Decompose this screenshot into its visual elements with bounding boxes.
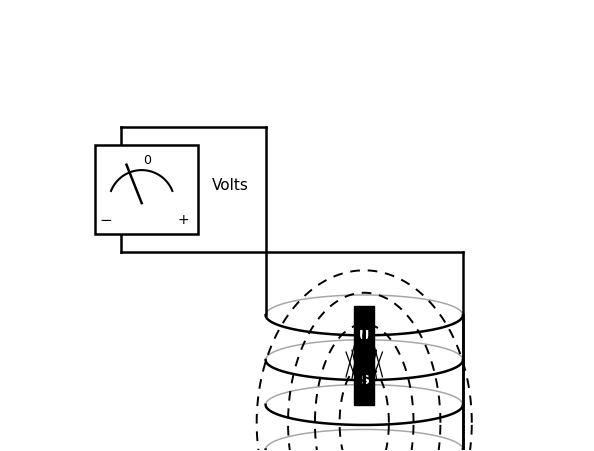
Bar — [354, 306, 374, 405]
Text: N: N — [359, 329, 369, 342]
Text: Volts: Volts — [212, 178, 249, 193]
Text: 0: 0 — [143, 154, 151, 167]
Text: S: S — [360, 373, 369, 387]
Text: +: + — [177, 213, 189, 227]
Bar — [95, 145, 198, 235]
Text: −: − — [99, 212, 112, 228]
